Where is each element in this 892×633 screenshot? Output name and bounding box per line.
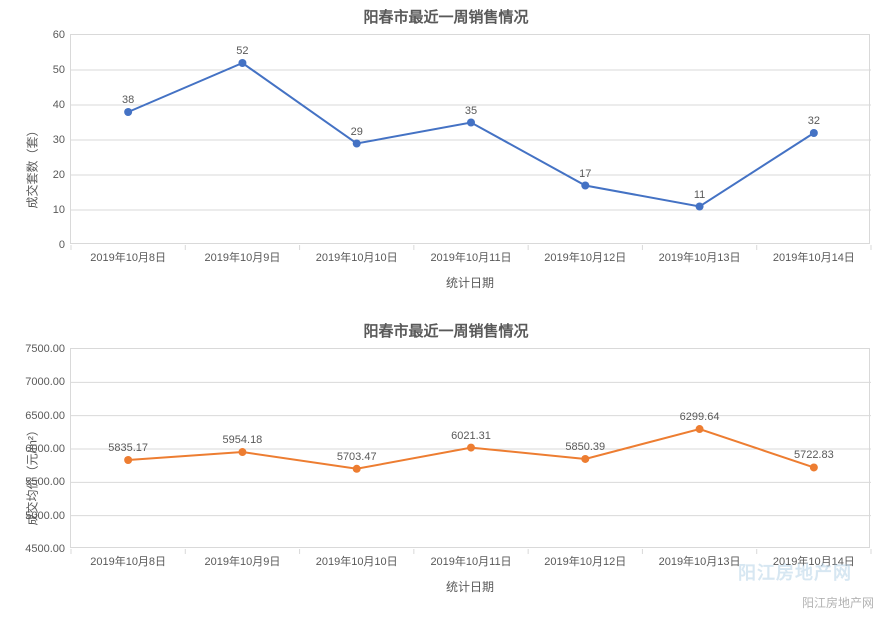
y-tick-label: 7500.00 bbox=[25, 343, 71, 355]
data-point-label: 11 bbox=[694, 189, 705, 201]
chart2-plot: 4500.005000.005500.006000.006500.007000.… bbox=[70, 348, 870, 548]
chart1-x-title: 统计日期 bbox=[70, 274, 870, 291]
x-tick-label: 2019年10月12日 bbox=[544, 547, 626, 569]
data-point-label: 38 bbox=[122, 94, 134, 106]
data-point-label: 29 bbox=[351, 126, 363, 138]
chart1-svg bbox=[71, 35, 869, 243]
data-point-label: 5703.47 bbox=[337, 451, 377, 463]
y-tick-label: 7000.00 bbox=[25, 376, 71, 388]
chart1-plot: 01020304050602019年10月8日2019年10月9日2019年10… bbox=[70, 34, 870, 244]
x-tick-label: 2019年10月11日 bbox=[430, 243, 511, 265]
y-tick-label: 60 bbox=[53, 29, 71, 41]
data-point-label: 5850.39 bbox=[565, 441, 605, 453]
x-tick-label: 2019年10月8日 bbox=[90, 547, 166, 569]
chart2-title: 阳春市最近一周销售情况 bbox=[0, 314, 892, 345]
x-tick-label: 2019年10月8日 bbox=[90, 243, 166, 265]
data-point-label: 52 bbox=[236, 45, 248, 57]
chart1-title: 阳春市最近一周销售情况 bbox=[0, 0, 892, 31]
y-tick-label: 5000.00 bbox=[25, 510, 71, 522]
x-tick-label: 2019年10月12日 bbox=[544, 243, 626, 265]
y-tick-label: 4500.00 bbox=[25, 543, 71, 555]
x-tick-label: 2019年10月13日 bbox=[659, 243, 741, 265]
x-tick-label: 2019年10月14日 bbox=[773, 243, 855, 265]
data-point-label: 32 bbox=[808, 115, 820, 127]
x-tick-label: 2019年10月10日 bbox=[316, 547, 398, 569]
y-tick-label: 30 bbox=[53, 134, 71, 146]
y-tick-label: 10 bbox=[53, 204, 71, 216]
y-tick-label: 6000.00 bbox=[25, 443, 71, 455]
data-point-label: 35 bbox=[465, 105, 477, 117]
y-tick-label: 5500.00 bbox=[25, 476, 71, 488]
chart2-svg bbox=[71, 349, 869, 547]
data-point-label: 6021.31 bbox=[451, 430, 491, 442]
x-tick-label: 2019年10月9日 bbox=[205, 243, 281, 265]
data-point-label: 5835.17 bbox=[108, 442, 148, 454]
data-point-label: 5954.18 bbox=[223, 434, 263, 446]
x-tick-label: 2019年10月11日 bbox=[430, 547, 511, 569]
x-tick-label: 2019年10月10日 bbox=[316, 243, 398, 265]
watermark-brand: 阳江房地产网 bbox=[802, 594, 874, 611]
y-tick-label: 40 bbox=[53, 99, 71, 111]
y-tick-label: 50 bbox=[53, 64, 71, 76]
data-point-label: 5722.83 bbox=[794, 449, 834, 461]
y-tick-label: 20 bbox=[53, 169, 71, 181]
chart1-y-title: 成交套数（套） bbox=[24, 89, 41, 209]
data-point-label: 17 bbox=[579, 168, 591, 180]
y-tick-label: 0 bbox=[59, 239, 71, 251]
watermark-logo: 阳江房地产网 bbox=[738, 559, 852, 585]
data-point-label: 6299.64 bbox=[680, 411, 720, 423]
chart-units-sold: 阳春市最近一周销售情况 成交套数（套） 01020304050602019年10… bbox=[0, 0, 892, 310]
x-tick-label: 2019年10月9日 bbox=[205, 547, 281, 569]
y-tick-label: 6500.00 bbox=[25, 410, 71, 422]
x-tick-label: 2019年10月13日 bbox=[659, 547, 741, 569]
